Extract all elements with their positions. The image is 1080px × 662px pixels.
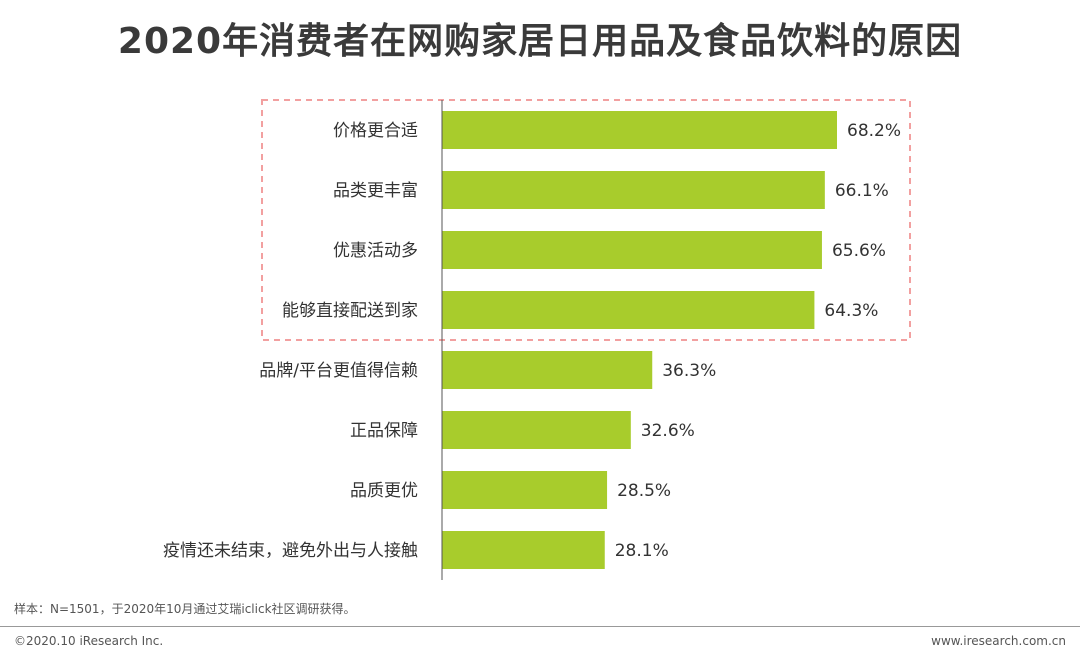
bar bbox=[442, 231, 822, 269]
bar bbox=[442, 291, 815, 329]
value-label: 64.3% bbox=[824, 301, 878, 321]
value-label: 36.3% bbox=[662, 361, 716, 381]
category-label: 正品保障 bbox=[350, 421, 418, 441]
category-label: 品质更优 bbox=[350, 481, 418, 501]
bar bbox=[442, 471, 608, 509]
value-label: 65.6% bbox=[832, 241, 886, 261]
category-label: 品牌/平台更值得信赖 bbox=[259, 361, 418, 381]
bar bbox=[442, 351, 653, 389]
bar-chart: 价格更合适 68.2% 品类更丰富 66.1% 优惠活动多 65.6% 能够直接配送到家 64… bbox=[163, 99, 911, 580]
value-label: 68.2% bbox=[847, 121, 901, 141]
copyright-text: ©2020.10 iResearch Inc. bbox=[14, 634, 164, 648]
bar bbox=[442, 531, 605, 569]
bar bbox=[442, 411, 631, 449]
sample-note: 样本：N=1501，于2020年10月通过艾瑞iclick社区调研获得。 bbox=[14, 602, 356, 616]
category-label: 价格更合适 bbox=[333, 121, 418, 141]
website-link[interactable]: www.iresearch.com.cn bbox=[931, 634, 1066, 648]
chart-title: 2020年消费者在网购家居日用品及食品饮料的原因 bbox=[117, 21, 963, 62]
value-label: 28.5% bbox=[617, 481, 671, 501]
category-label: 优惠活动多 bbox=[333, 241, 418, 261]
category-label: 品类更丰富 bbox=[333, 181, 418, 201]
value-label: 28.1% bbox=[615, 541, 669, 561]
value-label: 32.6% bbox=[641, 421, 695, 441]
highlight-box bbox=[261, 99, 911, 341]
value-label: 66.1% bbox=[835, 181, 889, 201]
category-label: 能够直接配送到家 bbox=[282, 301, 418, 321]
bar bbox=[442, 111, 837, 149]
category-label: 疫情还未结束，避免外出与人接触 bbox=[163, 541, 418, 561]
bar bbox=[442, 171, 825, 209]
footer-divider bbox=[0, 626, 1080, 627]
